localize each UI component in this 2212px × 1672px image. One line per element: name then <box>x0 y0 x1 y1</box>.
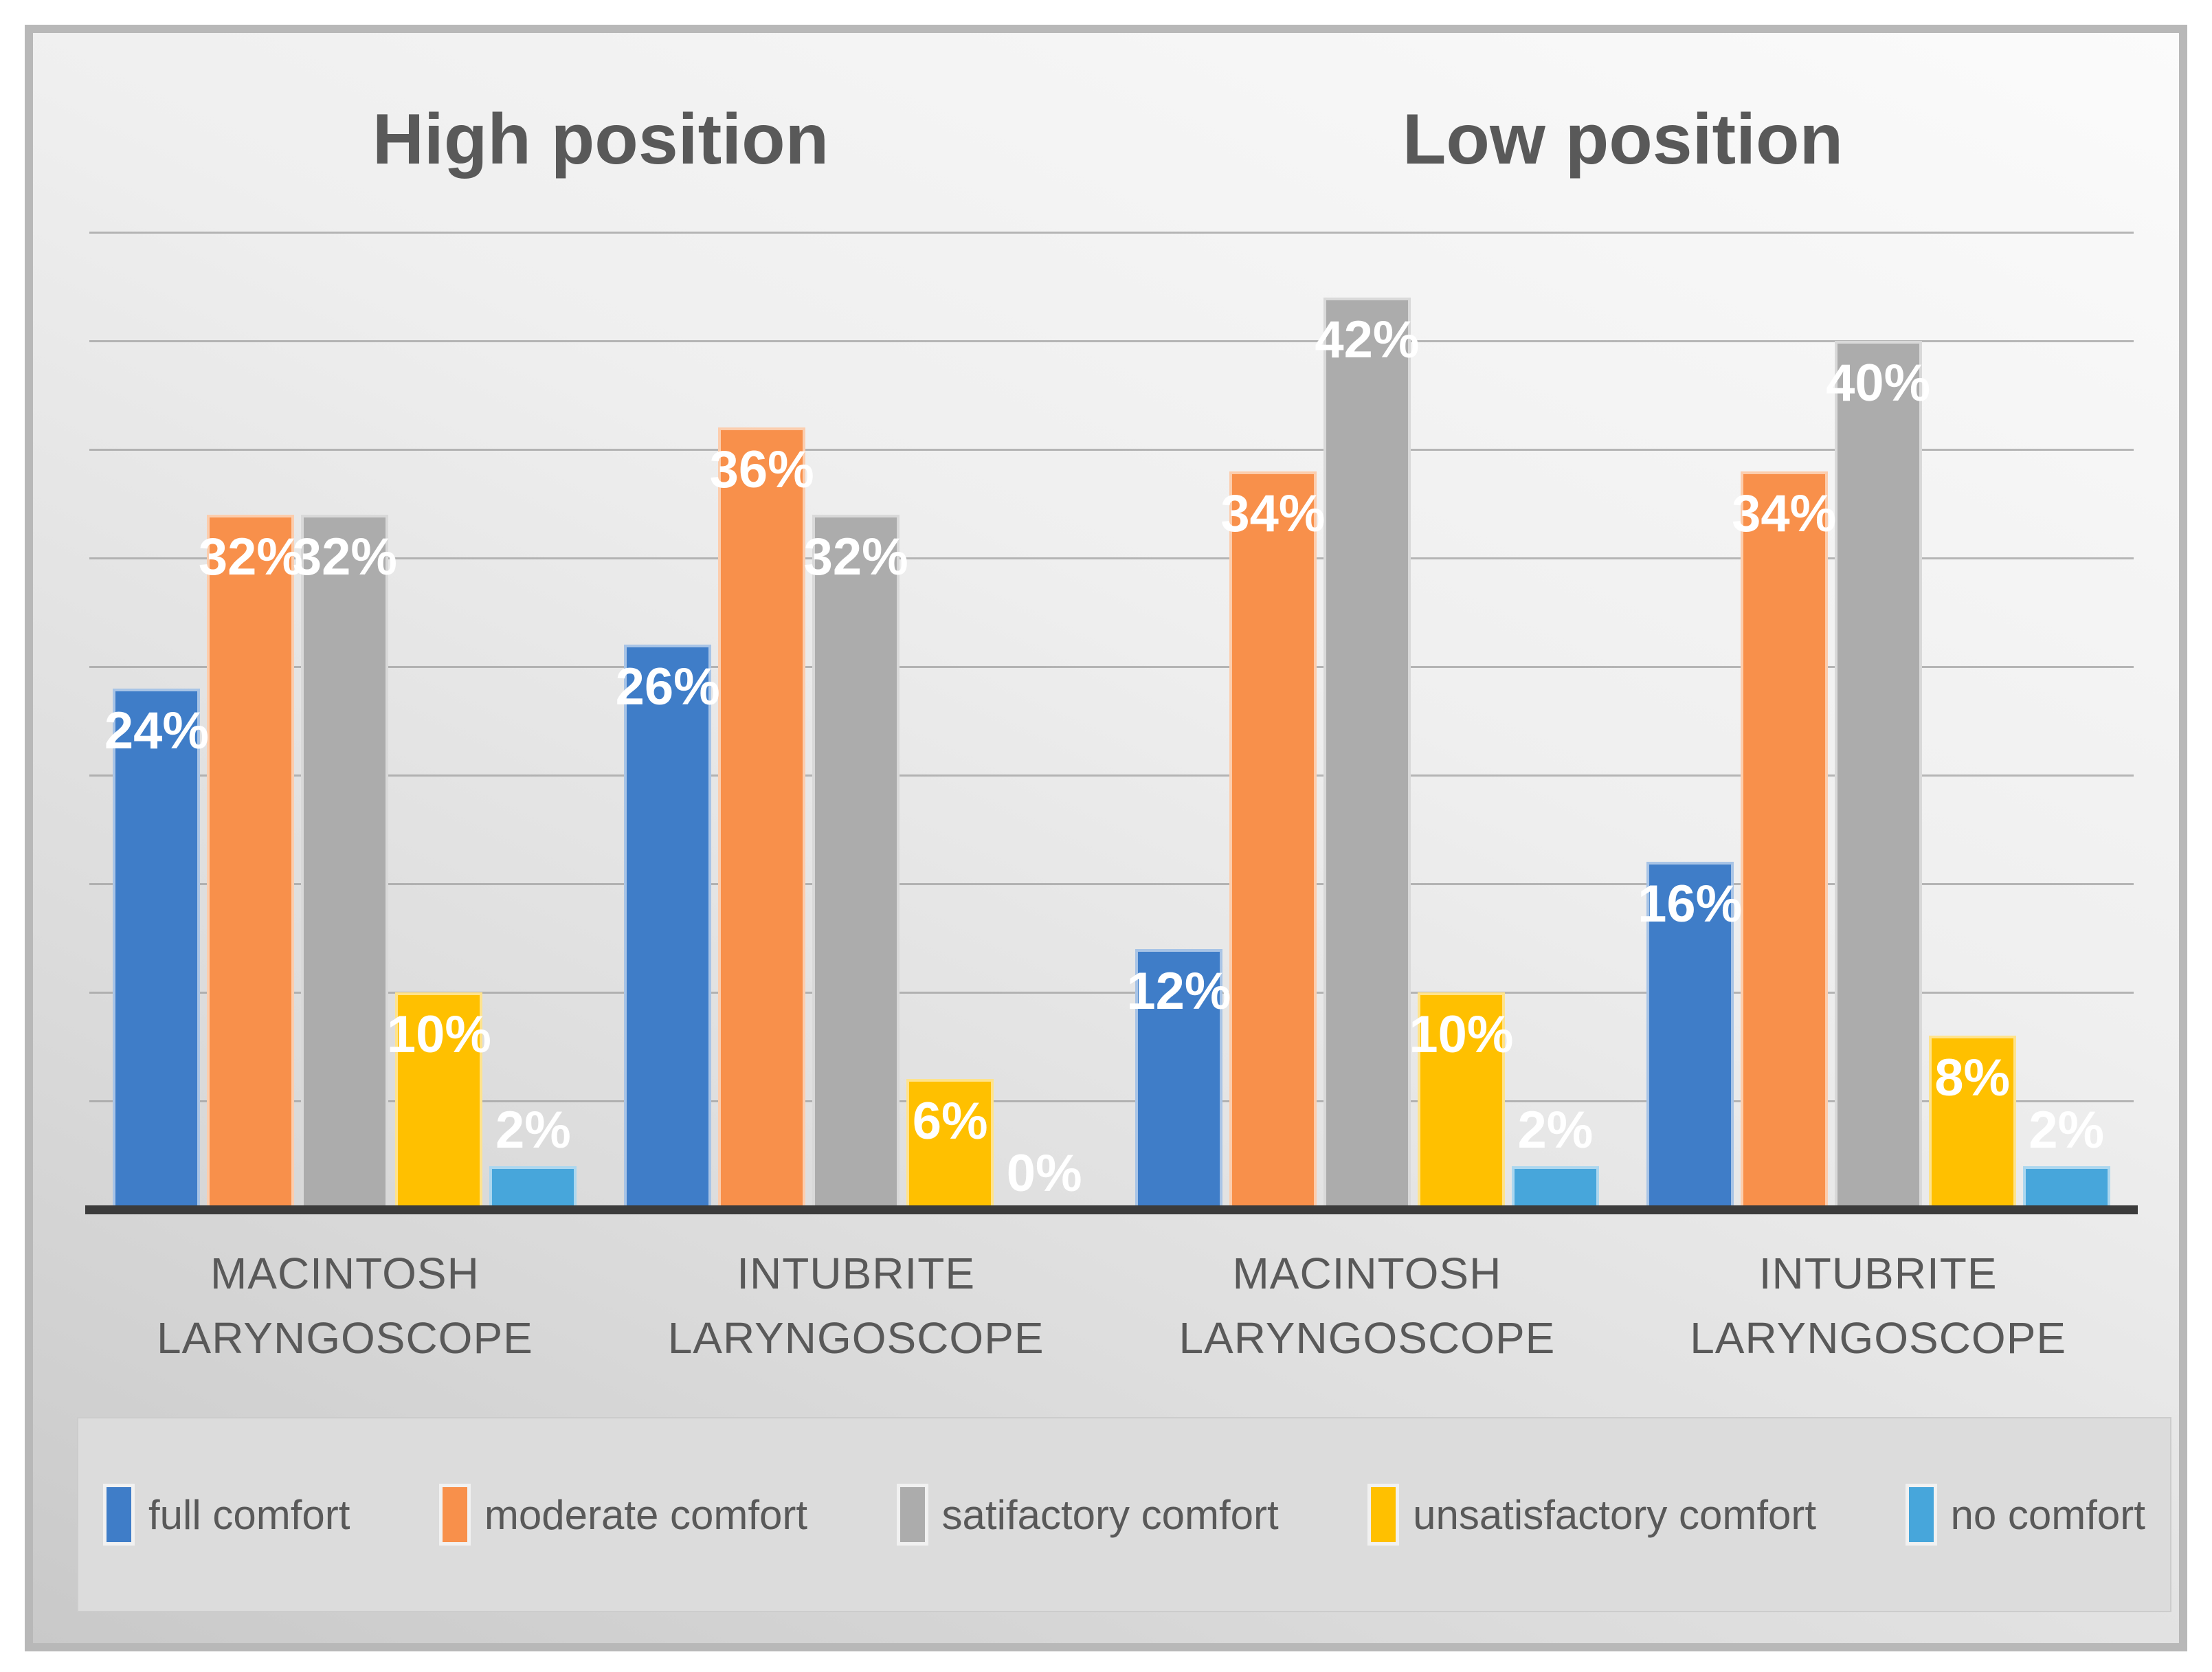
section-title-low-position-text: Low position <box>1402 100 1844 179</box>
data-label-satifactory-comfort-group1: 32% <box>292 527 397 586</box>
section-title-high-position-text: High position <box>372 100 829 179</box>
data-label-moderate-comfort-group3: 34% <box>1220 484 1326 543</box>
legend-item-satifactory-comfort: satifactory comfort <box>896 1484 1279 1546</box>
category-label-line1: MACINTOSH <box>1232 1249 1502 1298</box>
gridline-35pct <box>89 449 2134 451</box>
data-label-satifactory-comfort-group2: 32% <box>803 527 908 586</box>
legend-item-unsatisfactory-comfort: unsatisfactory comfort <box>1367 1484 1816 1546</box>
category-label-intubrite-4: INTUBRITE LARYNGOSCOPE <box>1622 1241 2134 1370</box>
gridline-30pct <box>89 557 2134 559</box>
x-axis-line <box>85 1205 2138 1214</box>
legend-box <box>77 1417 2171 1612</box>
bar-no-comfort-group4 <box>2022 1166 2110 1210</box>
category-label-line1: INTUBRITE <box>1758 1249 1998 1298</box>
legend-swatch-moderate-comfort <box>438 1484 471 1546</box>
data-label-unsatisfactory-comfort-group1: 10% <box>386 1005 491 1064</box>
bar-satifactory-comfort-group1 <box>301 514 389 1210</box>
legend-label-full-comfort: full comfort <box>148 1491 350 1538</box>
gridline-5pct <box>89 1100 2134 1102</box>
data-label-moderate-comfort-group1: 32% <box>198 527 303 586</box>
category-label-line1: MACINTOSH <box>210 1249 480 1298</box>
legend-label-unsatisfactory-comfort: unsatisfactory comfort <box>1413 1491 1817 1538</box>
section-title-high-position: High position <box>89 88 1112 191</box>
bar-satifactory-comfort-group4 <box>1834 341 1922 1210</box>
category-label-line2: LARYNGOSCOPE <box>156 1313 533 1363</box>
data-label-moderate-comfort-group4: 34% <box>1732 484 1837 543</box>
bar-moderate-comfort-group4 <box>1740 471 1828 1210</box>
bar-full-comfort-group1 <box>113 688 201 1210</box>
bar-full-comfort-group2 <box>624 645 712 1210</box>
bar-unsatisfactory-comfort-group1 <box>395 992 483 1210</box>
legend-swatch-full-comfort <box>103 1484 135 1546</box>
category-label-line1: INTUBRITE <box>737 1249 976 1298</box>
bar-moderate-comfort-group2 <box>718 427 806 1210</box>
data-label-full-comfort-group2: 26% <box>615 658 720 717</box>
category-label-line2: LARYNGOSCOPE <box>1178 1313 1556 1363</box>
bar-unsatisfactory-comfort-group2 <box>906 1079 994 1210</box>
legend-label-moderate-comfort: moderate comfort <box>484 1491 808 1538</box>
section-title-low-position: Low position <box>1112 88 2134 191</box>
data-label-no-comfort-group3: 2% <box>1517 1100 1594 1159</box>
bar-full-comfort-group3 <box>1135 948 1222 1210</box>
data-label-satifactory-comfort-group3: 42% <box>1315 310 1420 369</box>
legend-item-no-comfort: no comfort <box>1905 1484 2145 1546</box>
data-label-moderate-comfort-group2: 36% <box>709 441 814 500</box>
legend-label-no-comfort: no comfort <box>1950 1491 2145 1538</box>
bar-moderate-comfort-group1 <box>207 514 295 1210</box>
bar-full-comfort-group4 <box>1646 862 1734 1210</box>
data-label-unsatisfactory-comfort-group3: 10% <box>1409 1005 1514 1064</box>
data-label-full-comfort-group1: 24% <box>104 701 209 760</box>
data-label-satifactory-comfort-group4: 40% <box>1826 354 1931 412</box>
legend-swatch-no-comfort <box>1905 1484 1937 1546</box>
gridline-45pct <box>89 232 2134 234</box>
category-label-line2: LARYNGOSCOPE <box>667 1313 1044 1363</box>
bar-satifactory-comfort-group3 <box>1323 297 1411 1210</box>
bar-satifactory-comfort-group2 <box>812 514 900 1210</box>
data-label-no-comfort-group2: 0% <box>1006 1144 1082 1203</box>
bar-no-comfort-group3 <box>1511 1166 1599 1210</box>
legend-swatch-satifactory-comfort <box>896 1484 928 1546</box>
legend-item-full-comfort: full comfort <box>103 1484 350 1546</box>
bar-moderate-comfort-group3 <box>1229 471 1317 1210</box>
gridline-25pct <box>89 666 2134 668</box>
data-label-no-comfort-group1: 2% <box>495 1100 571 1159</box>
category-label-macintosh-3: MACINTOSH LARYNGOSCOPE <box>1112 1241 1623 1370</box>
category-label-intubrite-2: INTUBRITE LARYNGOSCOPE <box>601 1241 1112 1370</box>
data-label-full-comfort-group4: 16% <box>1638 875 1743 934</box>
legend-label-satifactory-comfort: satifactory comfort <box>941 1491 1279 1538</box>
data-label-unsatisfactory-comfort-group4: 8% <box>1934 1049 2011 1108</box>
gridline-15pct <box>89 883 2134 885</box>
gridline-20pct <box>89 774 2134 777</box>
bar-no-comfort-group1 <box>489 1166 577 1210</box>
data-label-full-comfort-group3: 12% <box>1126 961 1231 1021</box>
data-label-no-comfort-group4: 2% <box>2029 1100 2105 1159</box>
legend-swatch-unsatisfactory-comfort <box>1367 1484 1400 1546</box>
gridline-10pct <box>89 992 2134 994</box>
category-label-line2: LARYNGOSCOPE <box>1690 1313 2067 1363</box>
data-label-unsatisfactory-comfort-group2: 6% <box>912 1092 988 1151</box>
gridline-40pct <box>89 340 2134 342</box>
legend-item-moderate-comfort: moderate comfort <box>438 1484 808 1546</box>
category-label-macintosh-1: MACINTOSH LARYNGOSCOPE <box>89 1241 601 1370</box>
legend: full comfort moderate comfort satifactory … <box>103 1417 2145 1612</box>
